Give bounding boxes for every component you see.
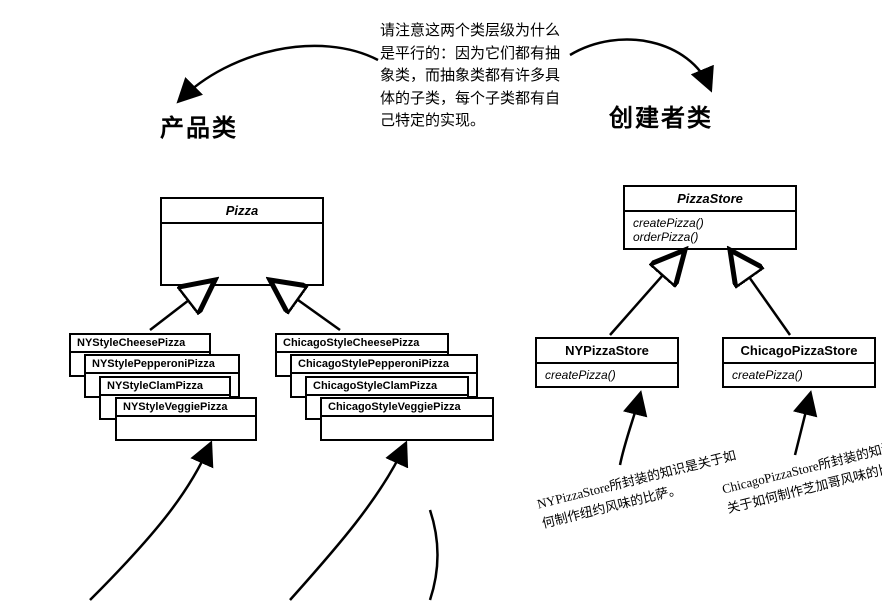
pizzastore-method-0: createPizza() <box>633 216 787 230</box>
tile-ny-3-title: NYStyleVeggiePizza <box>117 399 255 417</box>
uml-class-chicagopizzastore-methods: createPizza() <box>724 364 874 386</box>
note-nypizzastore: NYPizzaStore所封装的知识是关于如何制作纽约风味的比萨。 <box>535 444 748 533</box>
note-chicagopizzastore: ChicagoPizzaStore所封装的知识是关于如何制作芝加哥风味的比萨。 <box>720 432 882 518</box>
tile-chicago-3-title: ChicagoStyleVeggiePizza <box>322 399 492 417</box>
tile-chicago-3: ChicagoStyleVeggiePizza <box>320 397 494 441</box>
tile-ny-3: NYStyleVeggiePizza <box>115 397 257 441</box>
uml-class-nypizzastore-methods: createPizza() <box>537 364 677 386</box>
uml-class-pizzastore-title: PizzaStore <box>625 187 795 212</box>
tile-ny-1-title: NYStylePepperoniPizza <box>86 356 238 374</box>
uml-class-pizzastore-methods: createPizza() orderPizza() <box>625 212 795 248</box>
nypizzastore-method-0: createPizza() <box>545 368 669 382</box>
uml-class-pizza-title: Pizza <box>162 199 322 224</box>
tile-chicago-1-title: ChicagoStylePepperoniPizza <box>292 356 476 374</box>
tile-ny-2-title: NYStyleClamPizza <box>101 378 229 396</box>
tile-ny-0-title: NYStyleCheesePizza <box>71 335 209 353</box>
uml-class-nypizzastore: NYPizzaStore createPizza() <box>535 337 679 388</box>
tile-chicago-0-title: ChicagoStyleCheesePizza <box>277 335 447 353</box>
uml-class-pizza-body <box>162 224 322 284</box>
uml-class-pizzastore: PizzaStore createPizza() orderPizza() <box>623 185 797 250</box>
uml-class-chicagopizzastore-title: ChicagoPizzaStore <box>724 339 874 364</box>
tile-chicago-2-title: ChicagoStyleClamPizza <box>307 378 467 396</box>
pizzastore-method-1: orderPizza() <box>633 230 787 244</box>
heading-product: 产品类 <box>160 108 238 143</box>
uml-class-chicagopizzastore: ChicagoPizzaStore createPizza() <box>722 337 876 388</box>
uml-class-pizza: Pizza <box>160 197 324 286</box>
diagram-stage: 产品类 创建者类 请注意这两个类层级为什么是平行的：因为它们都有抽象类，而抽象类… <box>0 0 882 601</box>
heading-creator: 创建者类 <box>609 98 713 133</box>
uml-class-nypizzastore-title: NYPizzaStore <box>537 339 677 364</box>
center-annotation: 请注意这两个类层级为什么是平行的：因为它们都有抽象类，而抽象类都有许多具体的子类… <box>380 20 570 133</box>
chicagopizzastore-method-0: createPizza() <box>732 368 866 382</box>
